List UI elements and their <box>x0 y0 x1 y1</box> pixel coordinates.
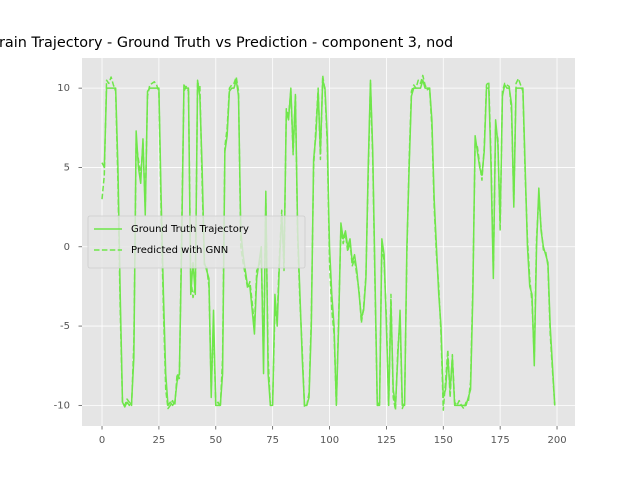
x-tick-label: 75 <box>266 435 279 446</box>
y-tick-label: 5 <box>64 162 70 173</box>
x-tick-label: 200 <box>547 435 566 446</box>
x-tick-label: 175 <box>491 435 510 446</box>
legend-label: Ground Truth Trajectory <box>131 224 249 235</box>
y-tick-label: 10 <box>57 83 70 94</box>
y-tick-label: -10 <box>54 400 70 411</box>
series-line <box>101 74 556 411</box>
x-tick-label: 100 <box>320 435 339 446</box>
y-tick-label: 0 <box>64 242 70 253</box>
x-tick-label: 0 <box>99 435 105 446</box>
x-tick-label: 125 <box>377 435 396 446</box>
legend: Ground Truth Trajectory Predicted with GN… <box>87 215 306 269</box>
x-tick-label: 25 <box>153 435 166 446</box>
legend-box <box>87 215 306 269</box>
y-tick-label: -5 <box>60 321 70 332</box>
chart-title: rain Trajectory - Ground Truth vs Predic… <box>0 35 453 51</box>
legend-label: Predicted with GNN <box>131 245 228 256</box>
x-tick-label: 150 <box>434 435 453 446</box>
x-tick-label: 50 <box>209 435 222 446</box>
lines <box>101 74 556 411</box>
